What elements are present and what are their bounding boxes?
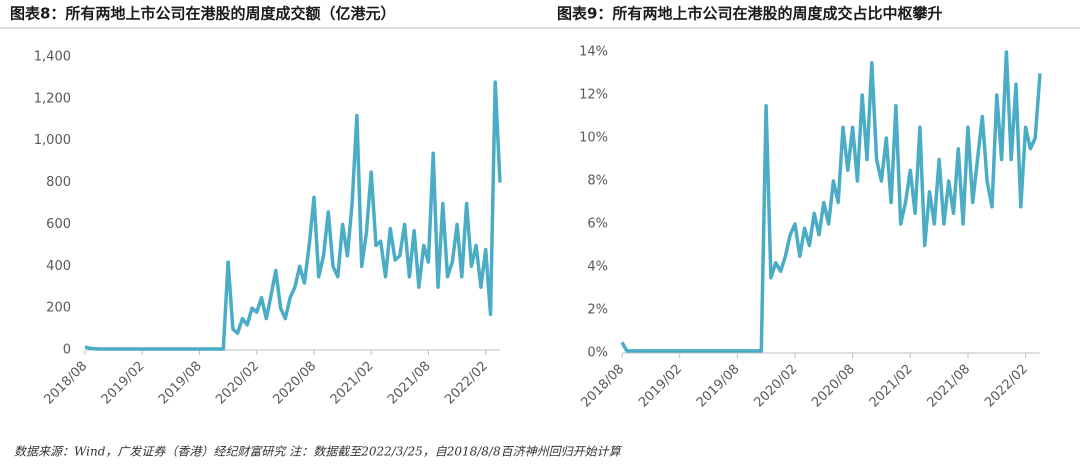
y-tick-label: 800 [46,175,71,190]
x-tick-label: 2020/02 [213,359,262,408]
x-tick-label: 2022/02 [442,359,491,408]
x-tick-label: 2019/02 [636,362,685,411]
x-tick-label: 2021/08 [385,359,434,408]
x-tick-label: 2020/08 [809,362,858,411]
y-tick-label: 12% [579,88,608,103]
x-tick-label: 2020/08 [270,359,319,408]
x-tick-label: 2019/08 [156,359,205,408]
y-tick-label: 1,000 [34,133,71,148]
chart-title: 图表8：所有两地上市公司在港股的周度成交额（亿港元） [10,5,395,23]
y-tick-label: 200 [46,301,71,316]
x-tick-label: 2021/02 [328,359,377,408]
y-tick-label: 400 [46,259,71,274]
y-tick-label: 600 [46,217,71,232]
x-tick-label: 2022/02 [982,362,1031,411]
y-tick-label: 1,400 [34,50,71,65]
x-tick-label: 2018/08 [42,359,91,408]
x-tick-label: 2019/02 [99,359,148,408]
y-tick-label: 6% [587,217,608,232]
data-line [620,50,1042,353]
x-tick-label: 2018/08 [579,362,628,411]
y-tick-label: 10% [579,131,608,146]
y-tick-label: 2% [587,303,608,318]
x-tick-label: 2020/02 [751,362,800,411]
y-tick-label: 8% [587,174,608,189]
x-tick-label: 2021/08 [924,362,973,411]
source-note: 数据来源：Wind，广发证券（香港）经纪财富研究 注：数据截至2022/3/25… [14,445,623,459]
y-tick-label: 4% [587,260,608,275]
y-tick-label: 0 [63,343,71,358]
x-tick-label: 2021/02 [867,362,916,411]
chart-title: 图表9：所有两地上市公司在港股的周度成交占比中枢攀升 [557,5,942,23]
y-tick-label: 0% [587,346,608,361]
y-tick-label: 14% [579,45,608,60]
data-line [84,80,502,351]
y-tick-label: 1,200 [34,91,71,106]
x-tick-label: 2019/08 [694,362,743,411]
